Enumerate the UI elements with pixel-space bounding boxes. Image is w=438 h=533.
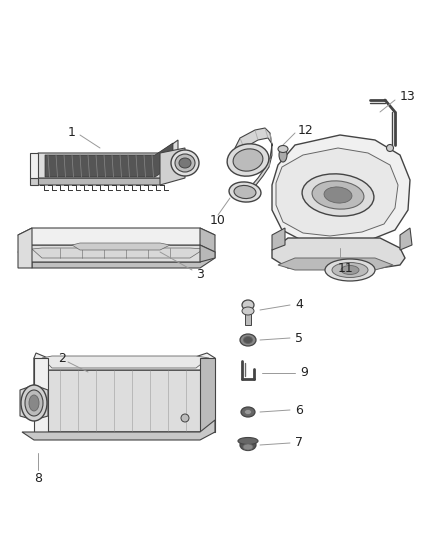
Polygon shape [45,143,173,177]
Ellipse shape [233,149,263,171]
Polygon shape [22,420,215,440]
Polygon shape [278,258,393,270]
Ellipse shape [312,181,364,209]
Polygon shape [200,228,215,252]
Ellipse shape [278,146,288,152]
Polygon shape [160,148,185,185]
Polygon shape [38,140,178,178]
Polygon shape [32,248,204,258]
Ellipse shape [242,307,254,315]
Ellipse shape [325,259,375,281]
Ellipse shape [341,265,359,274]
Polygon shape [200,358,215,432]
Text: 2: 2 [58,351,66,365]
Ellipse shape [302,174,374,216]
Polygon shape [400,228,412,250]
Polygon shape [20,385,48,420]
Polygon shape [34,353,215,370]
Text: 6: 6 [295,403,303,416]
Ellipse shape [229,182,261,202]
Polygon shape [245,310,251,325]
Polygon shape [38,165,178,185]
Polygon shape [34,358,215,432]
Ellipse shape [243,444,253,450]
Ellipse shape [386,144,393,151]
Polygon shape [42,356,209,368]
Text: 4: 4 [295,298,303,311]
Text: 5: 5 [295,332,303,344]
Polygon shape [18,228,32,268]
Text: 3: 3 [196,269,204,281]
Polygon shape [30,153,38,178]
Ellipse shape [25,390,43,416]
Text: 13: 13 [400,91,416,103]
Ellipse shape [240,334,256,346]
Polygon shape [272,135,410,245]
Polygon shape [30,178,38,185]
Ellipse shape [240,440,256,450]
Polygon shape [34,358,48,432]
Ellipse shape [175,154,195,172]
Text: 9: 9 [300,367,308,379]
Ellipse shape [279,148,287,162]
Polygon shape [18,228,215,245]
Text: 1: 1 [68,125,76,139]
Ellipse shape [324,187,352,203]
Ellipse shape [179,158,191,168]
Text: 10: 10 [210,214,226,227]
Polygon shape [272,238,405,268]
Ellipse shape [332,262,368,278]
Ellipse shape [244,336,252,343]
Ellipse shape [171,150,199,176]
Polygon shape [200,245,215,262]
Ellipse shape [244,409,251,415]
Polygon shape [276,148,398,236]
Ellipse shape [234,185,256,199]
Text: 11: 11 [338,262,354,274]
Ellipse shape [181,414,189,422]
Ellipse shape [227,144,269,176]
Polygon shape [272,228,285,250]
Ellipse shape [241,407,255,417]
Ellipse shape [238,438,258,445]
Ellipse shape [29,395,39,411]
Text: 12: 12 [298,124,314,136]
Polygon shape [232,128,272,196]
Ellipse shape [21,385,47,421]
Polygon shape [32,252,215,268]
Polygon shape [18,245,215,262]
Polygon shape [72,243,170,250]
Text: 8: 8 [34,472,42,484]
Ellipse shape [242,300,254,310]
Text: 7: 7 [295,437,303,449]
